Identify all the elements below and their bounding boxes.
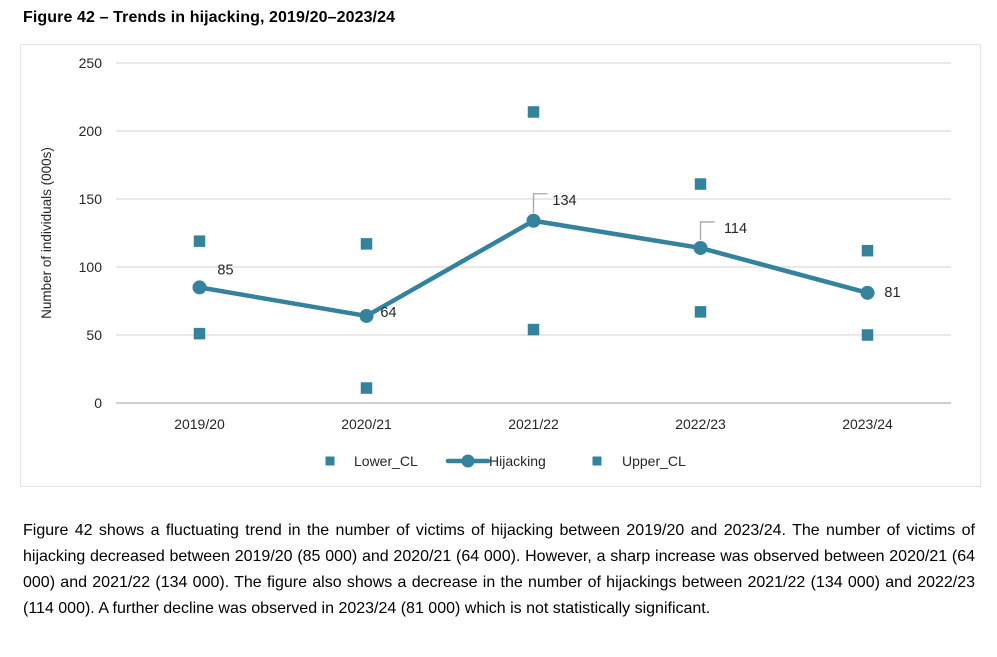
hijacking-point: [693, 240, 708, 255]
hijacking-point: [526, 213, 541, 228]
hijacking-point: [359, 308, 374, 323]
lower-cl-marker: [527, 323, 540, 336]
data-label: 64: [380, 305, 396, 321]
upper-cl-marker: [861, 244, 874, 257]
lower-cl-marker: [694, 306, 707, 318]
y-tick-label: 0: [94, 395, 102, 411]
chart-frame: 0 50 100 150 200 250 Number of individuals (00…: [20, 44, 981, 487]
y-tick-label: 50: [86, 327, 102, 343]
y-tick-label: 150: [79, 191, 103, 207]
hijacking-trend-line-chart: 0 50 100 150 200 250 Number of individuals (00…: [39, 55, 951, 469]
x-category-label: 2021/22: [508, 416, 559, 432]
lower-cl-marker: [193, 327, 206, 340]
upper-cl-marker: [694, 178, 707, 190]
hijacking-point: [860, 285, 875, 300]
lower-cl-marker: [861, 329, 874, 341]
x-category-label: 2022/23: [675, 416, 726, 432]
data-label-leader-line: [532, 193, 548, 213]
figure-title: Figure 42 – Trends in hijacking, 2019/20…: [23, 9, 396, 26]
legend-label-upper-cl: Upper_CL: [622, 453, 686, 469]
y-axis-title: Number of individuals (000s): [39, 147, 54, 319]
upper-cl-marker: [360, 238, 373, 250]
lower-cl-marker: [360, 382, 373, 394]
data-label: 134: [552, 193, 576, 209]
data-label: 81: [884, 285, 900, 301]
upper-cl-marker: [527, 106, 540, 118]
legend-swatch-lower-cl: [325, 456, 335, 466]
y-tick-label: 250: [79, 55, 103, 71]
y-tick-label: 200: [79, 123, 103, 139]
x-category-label: 2019/20: [174, 416, 225, 432]
legend-swatch-hijacking-dot: [461, 454, 475, 468]
x-category-label: 2020/21: [341, 416, 392, 432]
legend-swatch-upper-cl: [592, 456, 602, 466]
legend-label-lower-cl: Lower_CL: [354, 453, 418, 469]
hijacking-line: [197, 218, 870, 319]
data-label-leader-line: [699, 221, 715, 240]
x-category-label: 2023/24: [842, 416, 893, 432]
legend-label-hijacking: Hijacking: [489, 453, 546, 469]
hijacking-point: [192, 280, 207, 295]
figure-caption: Figure 42 shows a fluctuating trend in t…: [23, 522, 975, 617]
y-tick-label: 100: [79, 259, 103, 275]
data-label: 85: [217, 262, 233, 278]
data-label: 114: [724, 221, 747, 237]
upper-cl-marker: [193, 235, 206, 247]
